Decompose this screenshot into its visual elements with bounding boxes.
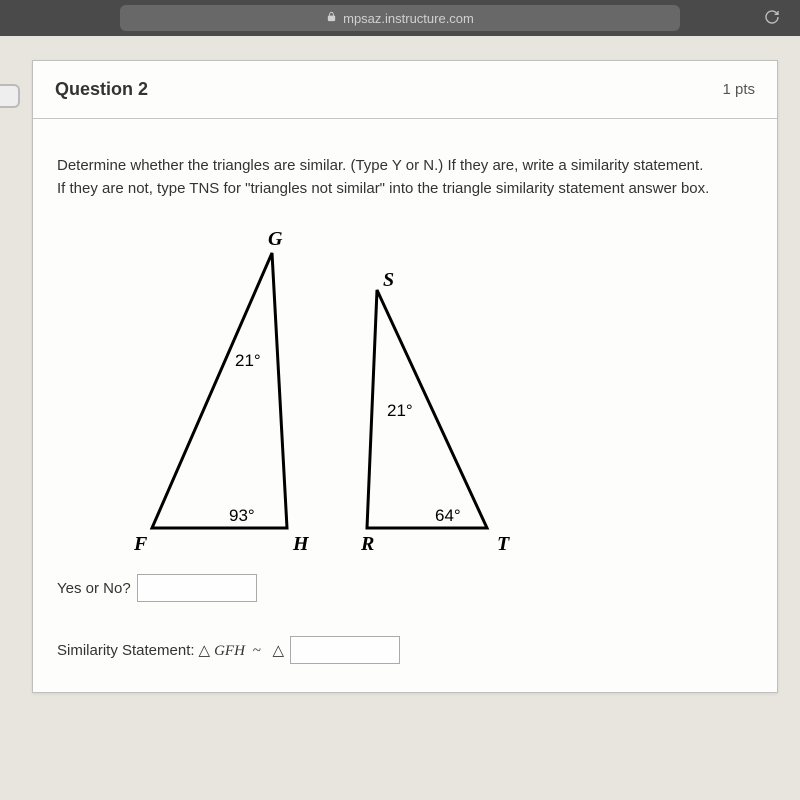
sim-triangle-text: GFH [214,643,245,659]
yes-no-label: Yes or No? [57,580,131,597]
similarity-input[interactable] [290,636,400,664]
page-background: Question 2 1 pts Determine whether the t… [0,36,800,800]
question-nav-marker[interactable] [0,84,20,108]
svg-text:21°: 21° [387,401,413,420]
triangle-symbol-2: △ [273,643,285,659]
question-points: 1 pts [722,81,755,98]
svg-text:G: G [268,228,283,250]
yes-no-row: Yes or No? [57,574,753,602]
prompt-line-1: Determine whether the triangles are simi… [57,157,703,174]
tilde-symbol: ~ [253,643,261,659]
svg-text:H: H [292,533,310,555]
svg-text:21°: 21° [235,351,261,370]
question-header: Question 2 1 pts [33,61,777,119]
triangle-symbol: △ [199,643,211,659]
svg-text:R: R [360,533,374,555]
address-bar[interactable]: mpsaz.instructure.com [120,5,680,31]
svg-text:S: S [383,269,394,291]
svg-text:T: T [497,533,510,555]
svg-text:64°: 64° [435,506,461,525]
question-body: Determine whether the triangles are simi… [33,119,777,692]
prompt-line-2: If they are not, type TNS for "triangles… [57,180,709,197]
address-url: mpsaz.instructure.com [343,11,474,26]
browser-chrome: mpsaz.instructure.com [0,0,800,36]
reload-icon[interactable] [764,9,780,28]
similarity-lhs: △GFH ~ △ [195,641,289,660]
triangle-diagram: G F H 21° 93° S R T 21° 64° [57,228,753,558]
svg-text:F: F [133,533,148,555]
question-prompt: Determine whether the triangles are simi… [57,155,753,200]
diagram-svg: G F H 21° 93° S R T 21° 64° [57,228,577,558]
svg-text:93°: 93° [229,506,255,525]
question-title: Question 2 [55,79,148,100]
lock-icon [326,11,337,25]
question-card: Question 2 1 pts Determine whether the t… [32,60,778,693]
similarity-row: Similarity Statement: △GFH ~ △ [57,636,753,664]
yes-no-input[interactable] [137,574,257,602]
similarity-label: Similarity Statement: [57,642,195,659]
